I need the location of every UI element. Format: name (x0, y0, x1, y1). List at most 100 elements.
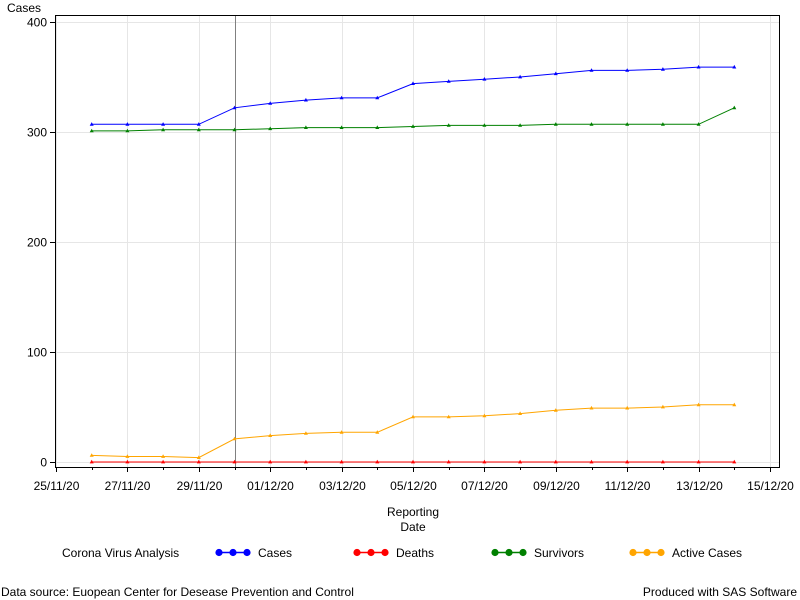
y-axis-title: Cases (7, 1, 41, 15)
legend-swatch-marker (643, 548, 651, 557)
data-point-survivors (482, 123, 487, 127)
data-point-cases (339, 95, 344, 100)
x-axis-title-line1: Reporting (387, 505, 439, 519)
x-tick-label: 05/12/20 (390, 479, 437, 493)
legend-item-survivors: Survivors (491, 546, 584, 560)
data-point-deaths (625, 459, 630, 464)
data-point-deaths (268, 459, 273, 464)
data-point-cases (446, 79, 451, 83)
x-tick-label: 07/12/20 (461, 479, 508, 493)
legend-title: Corona Virus Analysis (62, 546, 179, 560)
data-point-survivors (446, 123, 451, 127)
data-point-active-cases (268, 433, 273, 437)
x-tick-label: 27/11/20 (105, 479, 151, 493)
data-point-deaths (553, 459, 558, 464)
legend-swatch-marker (367, 548, 375, 557)
data-point-active-cases (553, 408, 558, 412)
data-point-active-cases (411, 414, 415, 419)
data-point-survivors (196, 127, 201, 132)
data-point-cases (625, 68, 630, 72)
data-point-deaths (446, 459, 451, 464)
legend: Corona Virus Analysis Cases Deaths Survivo… (62, 546, 742, 560)
legend-item-active-cases: Active Cases (629, 546, 742, 560)
data-point-cases (482, 77, 487, 81)
plot-frame (55, 15, 780, 468)
data-point-active-cases (89, 453, 94, 457)
data-point-active-cases (375, 430, 380, 434)
legend-swatch-marker (229, 548, 237, 557)
data-point-deaths (732, 459, 737, 464)
x-tick-label: 11/12/20 (605, 479, 651, 493)
legend-swatch-marker (505, 548, 513, 557)
data-point-survivors (553, 122, 558, 126)
data-point-survivors (161, 127, 166, 132)
legend-item-deaths: Deaths (353, 546, 434, 560)
legend-label-survivors: Survivors (534, 546, 584, 560)
legend-swatch-marker (491, 548, 499, 557)
series-cases (89, 64, 737, 126)
data-point-active-cases (446, 414, 451, 419)
data-point-survivors (125, 128, 130, 133)
y-tick-label: 400 (27, 16, 47, 30)
data-point-cases (196, 122, 201, 126)
data-point-deaths (89, 459, 94, 464)
data-point-active-cases (125, 454, 130, 458)
x-tick-label: 03/12/20 (319, 479, 366, 493)
data-point-deaths (660, 459, 665, 464)
data-point-active-cases (732, 402, 737, 407)
footnote-data-source: Data source: Euopean Center for Desease … (1, 585, 354, 599)
data-point-active-cases (660, 404, 665, 409)
data-point-survivors (411, 124, 415, 128)
legend-label-cases: Cases (258, 546, 292, 560)
legend-swatch-marker (353, 548, 361, 557)
legend-item-cases: Cases (215, 546, 292, 560)
series-deaths (89, 459, 737, 464)
data-point-active-cases (589, 405, 594, 410)
data-point-survivors (89, 128, 94, 133)
data-point-cases (125, 122, 130, 126)
data-point-deaths (589, 459, 594, 464)
data-point-deaths (518, 459, 523, 464)
y-tick-label: 300 (27, 126, 47, 140)
data-point-deaths (411, 459, 415, 464)
x-axis-title-line2: Date (400, 520, 426, 534)
data-point-active-cases (518, 411, 523, 415)
y-tick-label: 100 (27, 346, 47, 360)
data-point-deaths (375, 459, 380, 464)
legend-label-active-cases: Active Cases (672, 546, 742, 560)
x-tick-label: 15/12/20 (747, 479, 794, 493)
data-point-active-cases (303, 431, 308, 435)
data-point-cases (732, 64, 737, 69)
data-point-active-cases (339, 430, 344, 434)
x-axis: 25/11/20 27/11/20 29/11/20 01/12/20 03/12/20… (34, 467, 794, 493)
data-point-cases (161, 122, 166, 126)
data-point-cases (553, 71, 558, 76)
data-point-cases (375, 95, 380, 100)
data-point-cases (411, 81, 415, 85)
data-point-cases (232, 105, 237, 110)
data-point-cases (303, 97, 308, 102)
data-point-deaths (196, 459, 201, 464)
data-point-survivors (518, 123, 523, 127)
legend-swatch-marker (381, 548, 389, 557)
data-point-survivors (375, 125, 380, 129)
footnote-produced-with: Produced with SAS Software (643, 585, 797, 599)
data-point-active-cases (482, 413, 487, 418)
data-point-deaths (339, 459, 344, 464)
y-tick-label: 200 (27, 236, 47, 250)
data-point-cases (696, 64, 701, 69)
y-tick-label: 0 (40, 456, 47, 470)
data-point-deaths (696, 459, 701, 464)
data-point-survivors (303, 125, 308, 129)
series-survivors (89, 105, 737, 133)
data-point-deaths (161, 459, 166, 464)
legend-swatch-marker (629, 548, 637, 557)
x-tick-label: 25/11/20 (34, 479, 80, 493)
data-point-cases (589, 68, 594, 72)
x-tick-label: 13/12/20 (676, 479, 723, 493)
x-tick-label: 01/12/20 (247, 479, 294, 493)
data-point-cases (518, 74, 523, 79)
data-point-survivors (339, 125, 344, 129)
data-point-survivors (589, 122, 594, 126)
